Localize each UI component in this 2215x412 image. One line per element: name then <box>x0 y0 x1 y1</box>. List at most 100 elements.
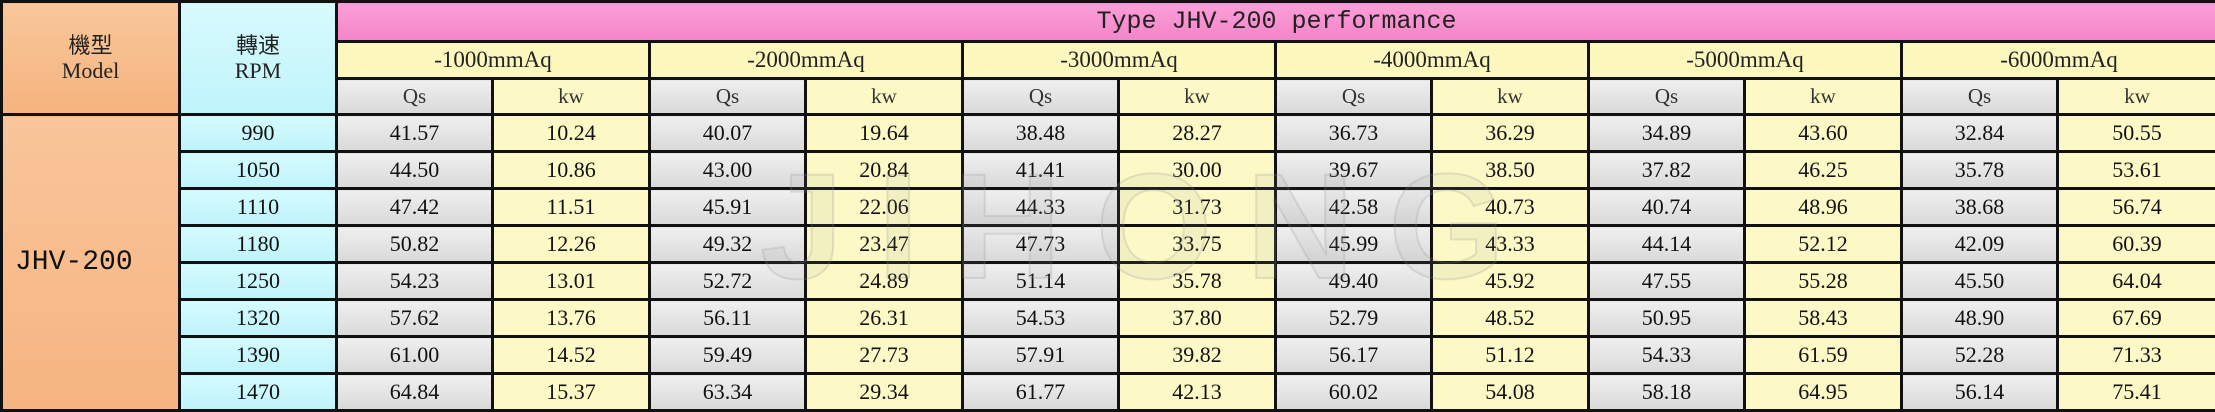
qs-value-cell: 41.57 <box>335 113 494 153</box>
kw-value-cell: 43.60 <box>1743 113 1903 153</box>
kw-value-cell: 61.59 <box>1743 335 1903 375</box>
qs-value-cell: 61.77 <box>961 372 1120 412</box>
kw-value-cell: 37.80 <box>1117 298 1277 338</box>
qs-value-cell: 59.49 <box>648 335 807 375</box>
model-header-zh: 機型 <box>68 33 113 58</box>
kw-header: kw <box>491 77 651 116</box>
kw-value-cell: 71.33 <box>2055 335 2215 375</box>
qs-value-cell: 60.02 <box>1274 372 1433 412</box>
pressure-header: -2000mmAq <box>648 40 964 80</box>
kw-value-cell: 43.33 <box>1430 224 1590 264</box>
kw-value-cell: 55.28 <box>1743 261 1903 301</box>
kw-value-cell: 58.43 <box>1743 298 1903 338</box>
table-row: 1390 61.00 14.52 59.49 27.73 57.91 39.82 56.17 5… <box>2 335 2215 375</box>
qs-value-cell: 35.78 <box>1900 150 2059 190</box>
kw-value-cell: 19.64 <box>804 113 964 153</box>
kw-value-cell: 54.08 <box>1430 372 1590 412</box>
kw-value-cell: 64.04 <box>2055 261 2215 301</box>
qs-value-cell: 36.73 <box>1274 113 1433 153</box>
qs-value-cell: 38.48 <box>961 113 1120 153</box>
rpm-cell: 990 <box>178 113 338 153</box>
kw-value-cell: 11.51 <box>491 187 651 227</box>
qs-value-cell: 52.79 <box>1274 298 1433 338</box>
kw-value-cell: 60.39 <box>2055 224 2215 264</box>
sub-header-row: Qs kw Qs kw Qs kw Qs kw Qs kw Qs kw <box>2 77 2215 116</box>
qs-value-cell: 45.91 <box>648 187 807 227</box>
table-body: JHV-200 990 41.57 10.24 40.07 19.64 38.48 28.27… <box>0 113 2215 412</box>
rpm-header-zh: 轉速 <box>235 33 280 58</box>
qs-value-cell: 42.09 <box>1900 224 2059 264</box>
qs-value-cell: 49.40 <box>1274 261 1433 301</box>
kw-header: kw <box>1117 77 1277 116</box>
kw-value-cell: 15.37 <box>491 372 651 412</box>
kw-value-cell: 50.55 <box>2055 113 2215 153</box>
qs-value-cell: 38.68 <box>1900 187 2059 227</box>
pressure-header: -3000mmAq <box>961 40 1277 80</box>
table-row: 1050 44.50 10.86 43.00 20.84 41.41 30.00 39.67 3… <box>2 150 2215 190</box>
kw-value-cell: 38.50 <box>1430 150 1590 190</box>
qs-value-cell: 61.00 <box>335 335 494 375</box>
kw-value-cell: 26.31 <box>804 298 964 338</box>
kw-value-cell: 22.06 <box>804 187 964 227</box>
qs-value-cell: 50.95 <box>1587 298 1746 338</box>
kw-value-cell: 28.27 <box>1117 113 1277 153</box>
qs-value-cell: 63.34 <box>648 372 807 412</box>
kw-value-cell: 40.73 <box>1430 187 1590 227</box>
qs-header: Qs <box>961 77 1120 116</box>
kw-value-cell: 14.52 <box>491 335 651 375</box>
rpm-cell: 1390 <box>178 335 338 375</box>
kw-value-cell: 56.74 <box>2055 187 2215 227</box>
kw-value-cell: 64.95 <box>1743 372 1903 412</box>
kw-value-cell: 39.82 <box>1117 335 1277 375</box>
qs-value-cell: 54.23 <box>335 261 494 301</box>
qs-header: Qs <box>1274 77 1433 116</box>
kw-value-cell: 52.12 <box>1743 224 1903 264</box>
qs-value-cell: 45.99 <box>1274 224 1433 264</box>
qs-value-cell: 54.33 <box>1587 335 1746 375</box>
model-name-cell: JHV-200 <box>0 113 181 412</box>
kw-value-cell: 36.29 <box>1430 113 1590 153</box>
qs-value-cell: 52.72 <box>648 261 807 301</box>
table-row: 1250 54.23 13.01 52.72 24.89 51.14 35.78 49.40 4… <box>2 261 2215 301</box>
kw-value-cell: 48.96 <box>1743 187 1903 227</box>
qs-value-cell: 42.58 <box>1274 187 1433 227</box>
kw-header: kw <box>2055 77 2215 116</box>
qs-value-cell: 45.50 <box>1900 261 2059 301</box>
kw-value-cell: 51.12 <box>1430 335 1590 375</box>
table-row: 1180 50.82 12.26 49.32 23.47 47.73 33.75 45.99 4… <box>2 224 2215 264</box>
pressure-header-row: -1000mmAq -2000mmAq -3000mmAq -4000mmAq -500… <box>2 40 2215 80</box>
pressure-header: -4000mmAq <box>1274 40 1590 80</box>
rpm-header-en: RPM <box>234 58 282 83</box>
kw-value-cell: 10.24 <box>491 113 651 153</box>
qs-value-cell: 58.18 <box>1587 372 1746 412</box>
qs-value-cell: 40.74 <box>1587 187 1746 227</box>
qs-value-cell: 37.82 <box>1587 150 1746 190</box>
qs-value-cell: 50.82 <box>335 224 494 264</box>
qs-value-cell: 34.89 <box>1587 113 1746 153</box>
table-row: JHV-200 990 41.57 10.24 40.07 19.64 38.48 28.27… <box>0 113 2215 412</box>
qs-value-cell: 40.07 <box>648 113 807 153</box>
qs-value-cell: 56.11 <box>648 298 807 338</box>
qs-header: Qs <box>335 77 494 116</box>
kw-value-cell: 75.41 <box>2055 372 2215 412</box>
kw-value-cell: 46.25 <box>1743 150 1903 190</box>
rpm-cell: 1250 <box>178 261 338 301</box>
kw-value-cell: 13.01 <box>491 261 651 301</box>
kw-value-cell: 27.73 <box>804 335 964 375</box>
qs-value-cell: 47.42 <box>335 187 494 227</box>
kw-value-cell: 42.13 <box>1117 372 1277 412</box>
qs-value-cell: 51.14 <box>961 261 1120 301</box>
qs-value-cell: 47.55 <box>1587 261 1746 301</box>
table-row: 1110 47.42 11.51 45.91 22.06 44.33 31.73 42.58 4… <box>2 187 2215 227</box>
rpm-cell: 1470 <box>178 372 338 412</box>
qs-value-cell: 47.73 <box>961 224 1120 264</box>
rpm-cell: 1320 <box>178 298 338 338</box>
qs-value-cell: 44.14 <box>1587 224 1746 264</box>
qs-value-cell: 44.33 <box>961 187 1120 227</box>
model-header-en: Model <box>61 58 120 83</box>
pressure-header: -5000mmAq <box>1587 40 1903 80</box>
table-row: 1320 57.62 13.76 56.11 26.31 54.53 37.80 52.79 4… <box>2 298 2215 338</box>
kw-value-cell: 48.52 <box>1430 298 1590 338</box>
qs-value-cell: 56.17 <box>1274 335 1433 375</box>
